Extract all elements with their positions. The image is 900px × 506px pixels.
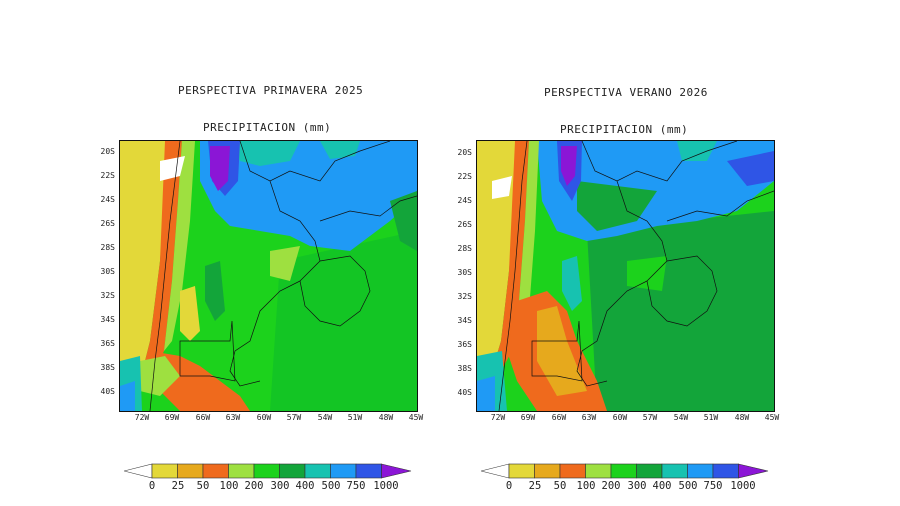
lat-label: 34S [457, 316, 472, 325]
colorbar-segment [712, 463, 739, 479]
panel-spring: PERSPECTIVA PRIMAVERA 2025 PRECIPITACION… [100, 84, 424, 492]
colorbar-segment [534, 463, 561, 479]
colorbar [124, 463, 412, 479]
colorbar-segment [661, 463, 688, 479]
colorbar-segment [177, 463, 204, 479]
lat-label: 30S [100, 267, 115, 276]
precipitation-map [119, 140, 418, 412]
lon-label: 66W [195, 413, 211, 422]
precipitation-map [476, 140, 775, 412]
lon-label: 57W [286, 413, 302, 422]
map-svg [120, 141, 417, 411]
colorbar-label: 400 [295, 480, 315, 492]
lat-label: 26S [100, 219, 115, 228]
colorbar-segment [304, 463, 331, 479]
lon-label: 54W [317, 413, 333, 422]
lat-label: 24S [100, 195, 115, 204]
lat-label: 26S [457, 220, 472, 229]
colorbar-segment [508, 463, 535, 479]
lon-label: 60W [256, 413, 272, 422]
colorbar-segment [585, 463, 612, 479]
lon-label: 72W [490, 413, 506, 422]
lat-label: 20S [457, 148, 472, 157]
colorbar [481, 463, 769, 479]
colorbar-label: 750 [346, 480, 366, 492]
lon-label: 51W [703, 413, 719, 422]
lat-label: 20S [100, 147, 115, 156]
colorbar-label: 0 [148, 480, 156, 492]
lat-label: 28S [100, 243, 115, 252]
colorbar-segment [279, 463, 306, 479]
colorbar-label: 1000 [373, 480, 399, 492]
lat-label: 36S [100, 339, 115, 348]
colorbar-segment [738, 463, 769, 479]
panel-title: PERSPECTIVA PRIMAVERA 2025 [178, 84, 364, 97]
lat-label: 40S [457, 388, 472, 397]
colorbar-label: 300 [270, 480, 290, 492]
lon-label: 51W [347, 413, 363, 422]
colorbar-segment [355, 463, 382, 479]
lat-label: 22S [100, 171, 115, 180]
lon-label: 57W [642, 413, 658, 422]
lon-label: 54W [673, 413, 689, 422]
panel-title: PERSPECTIVA VERANO 2026 [544, 86, 708, 99]
colorbar-segment [330, 463, 357, 479]
lon-label: 66W [551, 413, 567, 422]
panel-subtitle: PRECIPITACION (mm) [203, 121, 332, 134]
lat-label: 36S [457, 340, 472, 349]
colorbar-label: 50 [196, 480, 210, 492]
lon-label: 60W [612, 413, 628, 422]
lon-label: 63W [225, 413, 241, 422]
map-svg [477, 141, 774, 411]
colorbar-label: 500 [321, 480, 341, 492]
colorbar-label: 200 [601, 480, 621, 492]
colorbar-label: 300 [627, 480, 647, 492]
colorbar-label: 100 [219, 480, 239, 492]
colorbar-segment [228, 463, 255, 479]
colorbar-label: 200 [244, 480, 264, 492]
lon-label: 45W [408, 413, 424, 422]
lat-label: 38S [100, 363, 115, 372]
lon-label: 48W [378, 413, 394, 422]
colorbar-segment [124, 463, 153, 479]
lon-label: 48W [734, 413, 750, 422]
lon-label: 45W [764, 413, 780, 422]
colorbar-label: 500 [678, 480, 698, 492]
colorbar-segment [481, 463, 510, 479]
lon-label: 72W [134, 413, 150, 422]
lat-label: 32S [457, 292, 472, 301]
colorbar-label: 25 [528, 480, 542, 492]
colorbar-label: 750 [703, 480, 723, 492]
colorbar-segment [559, 463, 586, 479]
lat-label: 32S [100, 291, 115, 300]
colorbar-segment [202, 463, 229, 479]
colorbar-segment [151, 463, 178, 479]
colorbar-label: 0 [505, 480, 513, 492]
lon-label: 69W [164, 413, 180, 422]
lat-label: 38S [457, 364, 472, 373]
lat-label: 40S [100, 387, 115, 396]
colorbar-segment [381, 463, 412, 479]
panel-summer: PERSPECTIVA VERANO 2026 PRECIPITACION (m… [450, 0, 900, 506]
colorbar-label: 400 [652, 480, 672, 492]
colorbar-label: 100 [576, 480, 596, 492]
panel-subtitle: PRECIPITACION (mm) [560, 123, 689, 136]
colorbar-segment [636, 463, 663, 479]
colorbar-label: 1000 [730, 480, 756, 492]
lat-label: 30S [457, 268, 472, 277]
colorbar-segment [687, 463, 714, 479]
colorbar-segment [253, 463, 280, 479]
colorbar-segment [610, 463, 637, 479]
colorbar-label: 25 [171, 480, 185, 492]
lat-label: 34S [100, 315, 115, 324]
colorbar-label: 50 [553, 480, 567, 492]
lat-label: 28S [457, 244, 472, 253]
lat-label: 22S [457, 172, 472, 181]
lat-label: 24S [457, 196, 472, 205]
lon-label: 69W [520, 413, 536, 422]
lon-label: 63W [581, 413, 597, 422]
